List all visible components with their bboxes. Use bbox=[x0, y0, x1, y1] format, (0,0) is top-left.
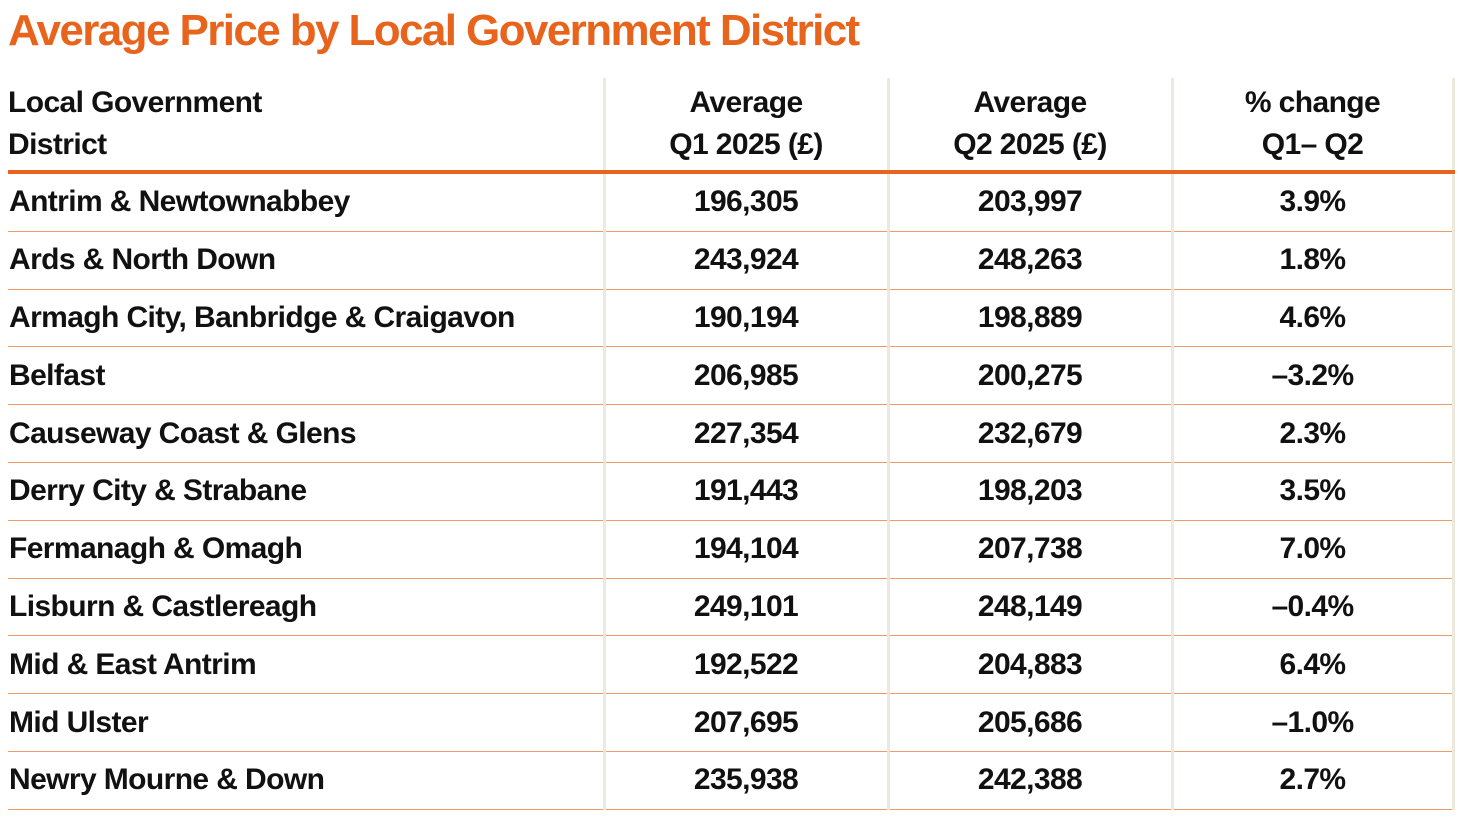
header-district: Local Government District bbox=[8, 78, 604, 174]
q1-average-cell: 192,522 bbox=[602, 635, 888, 695]
district-cell: Lisburn & Castlereagh bbox=[8, 578, 604, 637]
header-q1: Average Q1 2025 (£) bbox=[602, 78, 888, 174]
table-row: Armagh City, Banbridge & Craigavon 190,19… bbox=[8, 289, 1455, 348]
percent-change-cell: 2.7% bbox=[1170, 751, 1455, 810]
table-row: Derry City & Strabane 191,443 198,203 3.5% bbox=[8, 462, 1455, 521]
header-line: Q2 2025 (£) bbox=[953, 128, 1107, 161]
table-row: Belfast 206,985 200,275 –3.2% bbox=[8, 346, 1455, 406]
district-cell: Causeway Coast & Glens bbox=[8, 404, 604, 463]
percent-change-cell: 3.5% bbox=[1170, 462, 1455, 521]
percent-change-cell: –1.0% bbox=[1170, 693, 1455, 752]
percent-change-cell: 1.8% bbox=[1170, 231, 1455, 290]
header-line: Q1– Q2 bbox=[1261, 128, 1364, 161]
q2-average-cell: 198,203 bbox=[886, 462, 1172, 521]
table-row: Newry Mourne & Down 235,938 242,388 2.7% bbox=[8, 751, 1455, 810]
header-line: Average bbox=[973, 86, 1087, 119]
header-q2: Average Q2 2025 (£) bbox=[886, 78, 1172, 174]
q2-average-cell: 205,686 bbox=[886, 693, 1172, 752]
percent-change-cell: 7.0% bbox=[1170, 520, 1455, 579]
header-line: District bbox=[8, 128, 107, 161]
q2-average-cell: 248,263 bbox=[886, 231, 1172, 290]
district-cell: Armagh City, Banbridge & Craigavon bbox=[8, 289, 604, 348]
table-row: Fermanagh & Omagh 194,104 207,738 7.0% bbox=[8, 520, 1455, 579]
header-line: Average bbox=[689, 86, 803, 119]
district-cell: Ards & North Down bbox=[8, 231, 604, 290]
q2-average-cell: 204,883 bbox=[886, 635, 1172, 695]
q1-average-cell: 191,443 bbox=[602, 462, 888, 521]
q1-average-cell: 190,194 bbox=[602, 289, 888, 348]
district-cell: Newry Mourne & Down bbox=[8, 751, 604, 810]
table-row: Causeway Coast & Glens 227,354 232,679 2.3% bbox=[8, 404, 1455, 463]
table-row: Antrim & Newtownabbey 196,305 203,997 3.9% bbox=[8, 172, 1455, 232]
q1-average-cell: 206,985 bbox=[602, 346, 888, 406]
q2-average-cell: 203,997 bbox=[886, 172, 1172, 232]
table-row: Mid & East Antrim 192,522 204,883 6.4% bbox=[8, 635, 1455, 695]
district-cell: Mid Ulster bbox=[8, 693, 604, 752]
district-cell: Derry City & Strabane bbox=[8, 462, 604, 521]
header-line: Q1 2025 (£) bbox=[669, 128, 823, 161]
percent-change-cell: 2.3% bbox=[1170, 404, 1455, 463]
percent-change-cell: 6.4% bbox=[1170, 635, 1455, 695]
header-line: Local Government bbox=[8, 86, 262, 119]
district-cell: Fermanagh & Omagh bbox=[8, 520, 604, 579]
q2-average-cell: 242,388 bbox=[886, 751, 1172, 810]
q1-average-cell: 235,938 bbox=[602, 751, 888, 810]
percent-change-cell: 4.6% bbox=[1170, 289, 1455, 348]
table-row: Lisburn & Castlereagh 249,101 248,149 –0.4% bbox=[8, 578, 1455, 637]
q1-average-cell: 227,354 bbox=[602, 404, 888, 463]
q1-average-cell: 196,305 bbox=[602, 172, 888, 232]
q1-average-cell: 243,924 bbox=[602, 231, 888, 290]
q2-average-cell: 200,275 bbox=[886, 346, 1172, 406]
q2-average-cell: 232,679 bbox=[886, 404, 1172, 463]
percent-change-cell: –0.4% bbox=[1170, 578, 1455, 637]
district-cell: Belfast bbox=[8, 346, 604, 406]
q2-average-cell: 198,889 bbox=[886, 289, 1172, 348]
q1-average-cell: 207,695 bbox=[602, 693, 888, 752]
header-change: % change Q1– Q2 bbox=[1170, 78, 1455, 174]
price-table: Local Government District Average Q1 2025 … bbox=[8, 78, 1455, 810]
q1-average-cell: 249,101 bbox=[602, 578, 888, 637]
table-row: Mid Ulster 207,695 205,686 –1.0% bbox=[8, 693, 1455, 752]
district-cell: Antrim & Newtownabbey bbox=[8, 172, 604, 232]
q1-average-cell: 194,104 bbox=[602, 520, 888, 579]
percent-change-cell: –3.2% bbox=[1170, 346, 1455, 406]
percent-change-cell: 3.9% bbox=[1170, 172, 1455, 232]
q2-average-cell: 207,738 bbox=[886, 520, 1172, 579]
q2-average-cell: 248,149 bbox=[886, 578, 1172, 637]
header-row: Local Government District Average Q1 2025 … bbox=[8, 78, 1455, 174]
district-cell: Mid & East Antrim bbox=[8, 635, 604, 695]
table-row: Ards & North Down 243,924 248,263 1.8% bbox=[8, 231, 1455, 290]
chart-title: Average Price by Local Government Distri… bbox=[8, 6, 860, 55]
header-line: % change bbox=[1244, 86, 1381, 119]
